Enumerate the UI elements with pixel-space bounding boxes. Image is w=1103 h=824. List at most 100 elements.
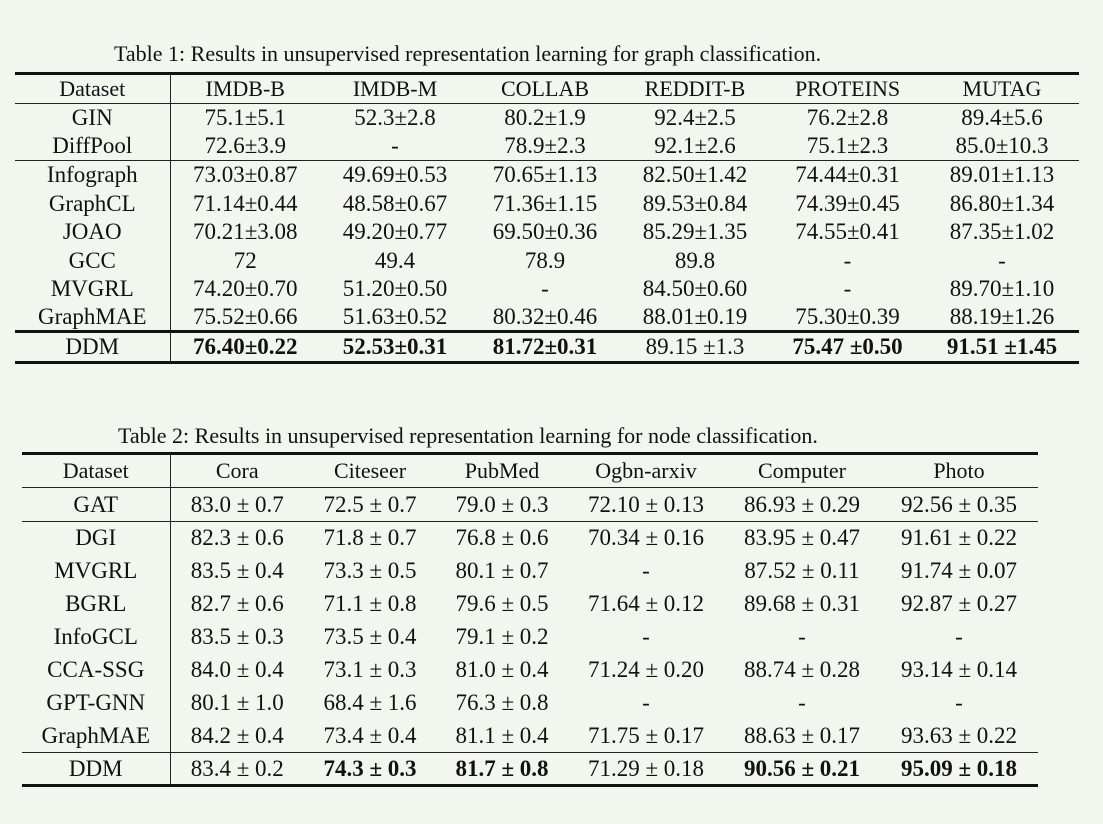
table-cell: 72.10 ± 0.13	[568, 487, 724, 522]
table-cell-best: 75.47 ±0.50	[770, 330, 925, 364]
table-cell: 51.20±0.50	[342, 276, 448, 301]
table-cell: 89.4±5.6	[925, 103, 1079, 132]
table-cell: 75.1±5.1	[170, 103, 320, 132]
table-row: GIN 75.1±5.1 52.3±2.8 80.2±1.9 92.4±2.5 …	[15, 103, 1079, 132]
table-cell: 81.0 ± 0.4	[455, 657, 549, 682]
table-cell: 69.50±0.36	[492, 219, 598, 244]
table-cell: 70.34 ± 0.16	[568, 521, 724, 555]
table-cell: 72.6±3.9	[204, 132, 287, 158]
table-cell: -	[798, 624, 806, 649]
table-cell: 79.0 ± 0.3	[436, 487, 568, 522]
table-cell: 80.2±1.9	[470, 103, 620, 132]
table-cell: 83.5 ± 0.4	[190, 558, 284, 583]
table1-header-cell: MUTAG	[925, 72, 1079, 104]
table1-header-cell: REDDIT-B	[620, 72, 770, 104]
table-cell: 75.30±0.39	[795, 303, 900, 329]
table-cell: 71.36±1.15	[492, 190, 598, 216]
table-row: InfoGCL 83.5 ± 0.3 73.5 ± 0.4 79.1 ± 0.2…	[22, 620, 1038, 654]
table1-header-row: Dataset IMDB-B IMDB-M COLLAB REDDIT-B PR…	[15, 72, 1079, 104]
table-cell: 74.39±0.45	[795, 190, 900, 216]
table-cell: 78.9	[524, 247, 566, 273]
table-cell: 91.74 ± 0.07	[900, 558, 1018, 583]
table-cell: 88.63 ± 0.17	[743, 722, 861, 748]
table-cell: 87.52 ± 0.11	[744, 558, 860, 583]
table-row-ddm: DDM 76.40±0.22 52.53±0.31 81.72±0.31 89.…	[15, 330, 1079, 364]
table-cell: 84.50±0.60	[642, 276, 748, 301]
table-cell: -	[998, 247, 1006, 273]
table-cell-best: 76.40±0.22	[170, 330, 320, 364]
table1-grid: Dataset IMDB-B IMDB-M COLLAB REDDIT-B PR…	[15, 72, 1079, 364]
table-cell: 73.5 ± 0.4	[323, 624, 417, 649]
table-cell-best: 52.53±0.31	[320, 330, 470, 364]
table-cell: 83.5 ± 0.3	[190, 624, 284, 649]
table-cell: 82.3 ± 0.6	[170, 521, 304, 555]
row-label: DDM	[15, 330, 171, 364]
table-cell: 76.8 ± 0.6	[436, 521, 568, 555]
table-cell: 88.01±0.19	[642, 303, 748, 329]
table-cell: 86.93 ± 0.29	[724, 487, 880, 522]
table1-header-cell: PROTEINS	[770, 72, 925, 104]
table1-header-cell: IMDB-B	[170, 72, 320, 104]
table-row: DiffPool 72.6±3.9 - 78.9±2.3 92.1±2.6 75…	[15, 131, 1079, 161]
table-cell: 71.64 ± 0.12	[587, 591, 705, 616]
table-cell: 89.01±1.13	[925, 160, 1079, 190]
table-cell: 75.1±2.3	[806, 132, 889, 158]
table-cell: 79.1 ± 0.2	[455, 624, 549, 649]
table-row: GPT-GNN 80.1 ± 1.0 68.4 ± 1.6 76.3 ± 0.8…	[22, 686, 1038, 720]
table-cell: 73.3 ± 0.5	[323, 558, 417, 583]
table2-header-cell: PubMed	[436, 452, 568, 488]
table-cell: 49.4	[374, 247, 416, 273]
table-cell: 88.19±1.26	[949, 303, 1055, 329]
table-cell: 75.52±0.66	[192, 303, 298, 329]
table-cell: -	[642, 690, 650, 715]
table-cell: -	[955, 690, 963, 715]
table2-caption: Table 2: Results in unsupervised represe…	[118, 423, 818, 448]
table-cell: 92.4±2.5	[620, 103, 770, 132]
table-cell: 91.61 ± 0.22	[880, 521, 1038, 555]
table-cell: 74.20±0.70	[192, 276, 298, 301]
table2-header-row: Dataset Cora Citeseer PubMed Ogbn-arxiv …	[22, 452, 1038, 488]
table-cell: 68.4 ± 1.6	[323, 690, 417, 715]
table-cell: -	[955, 624, 963, 649]
table-cell: 79.6 ± 0.5	[455, 591, 549, 616]
table-cell: 80.1 ± 1.0	[190, 690, 284, 715]
row-label: MVGRL	[15, 274, 171, 304]
row-label: GraphMAE	[22, 719, 171, 753]
table-cell: 72	[233, 247, 257, 273]
table-cell: 70.65±1.13	[470, 160, 620, 190]
table-row: GraphCL 71.14±0.44 48.58±0.67 71.36±1.15…	[15, 189, 1079, 218]
row-label: GAT	[22, 487, 171, 522]
table-cell: -	[541, 276, 549, 301]
table-cell: 92.56 ± 0.35	[880, 487, 1038, 522]
table-cell: 92.87 ± 0.27	[900, 591, 1018, 616]
table-cell: 74.44±0.31	[770, 160, 925, 190]
table2-header-cell: Photo	[880, 452, 1038, 488]
row-label: DiffPool	[15, 131, 171, 161]
table-row: GraphMAE 84.2 ± 0.4 73.4 ± 0.4 81.1 ± 0.…	[22, 719, 1038, 753]
row-label: DGI	[22, 521, 171, 555]
table-cell: 89.15 ±1.3	[620, 330, 770, 364]
table-cell: 93.63 ± 0.22	[900, 722, 1018, 748]
table-cell-best: 91.51 ±1.45	[925, 330, 1079, 364]
row-label: Infograph	[15, 160, 171, 190]
table-row: GraphMAE 75.52±0.66 51.63±0.52 80.32±0.4…	[15, 303, 1079, 332]
table-cell: 85.29±1.35	[642, 219, 748, 244]
table-row: GAT 83.0 ± 0.7 72.5 ± 0.7 79.0 ± 0.3 72.…	[22, 487, 1038, 522]
table1-header-cell: COLLAB	[470, 72, 620, 104]
table-cell: 92.1±2.6	[654, 132, 736, 158]
table-row: DGI 82.3 ± 0.6 71.8 ± 0.7 76.8 ± 0.6 70.…	[22, 521, 1038, 555]
table2-grid: Dataset Cora Citeseer PubMed Ogbn-arxiv …	[22, 452, 1038, 787]
table-row: MVGRL 74.20±0.70 51.20±0.50 - 84.50±0.60…	[15, 274, 1079, 304]
table-cell: 83.95 ± 0.47	[724, 521, 880, 555]
table-cell: 87.35±1.02	[949, 219, 1055, 244]
table-cell-best: 74.3 ± 0.3	[304, 752, 436, 787]
table-cell: 89.8	[674, 247, 716, 273]
table-cell: 84.2 ± 0.4	[190, 722, 284, 748]
table-cell: -	[798, 690, 806, 715]
table-cell: 76.2±2.8	[770, 103, 925, 132]
row-label: DDM	[22, 752, 171, 787]
row-label: GraphCL	[15, 189, 171, 218]
table1: Dataset IMDB-B IMDB-M COLLAB REDDIT-B PR…	[15, 72, 1079, 364]
table-cell: -	[843, 247, 852, 273]
table-cell: 76.3 ± 0.8	[455, 690, 549, 715]
